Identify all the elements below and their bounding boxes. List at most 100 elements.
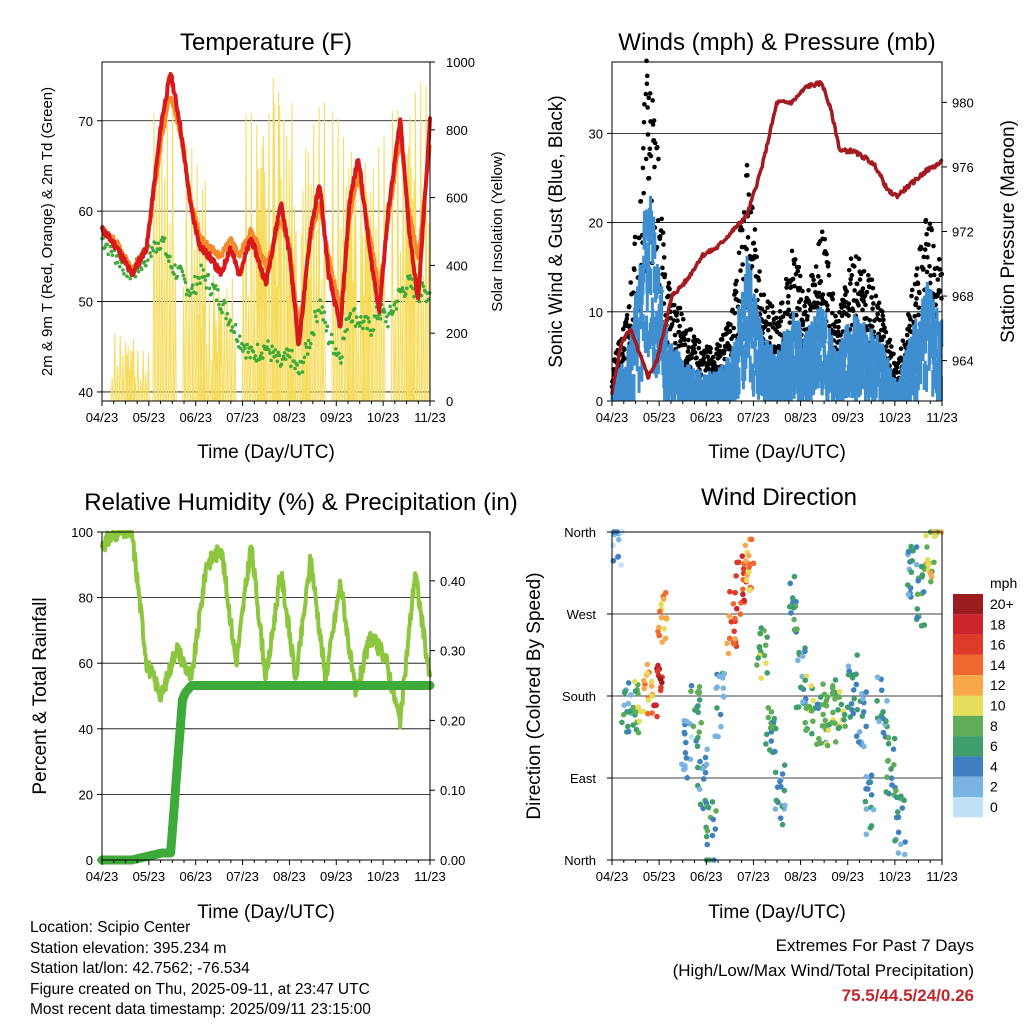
wind-direction-point	[894, 809, 901, 815]
wind-direction-point	[695, 734, 701, 741]
wind-direction-point	[683, 739, 689, 746]
dewpoint-point	[267, 348, 271, 352]
solar-insolation-spike	[199, 328, 203, 402]
wind-direction-point	[762, 642, 769, 649]
gust-point	[913, 301, 919, 306]
wind-direction-point	[913, 561, 920, 568]
wind-direction-point	[663, 615, 670, 621]
gust-point	[789, 248, 795, 254]
solar-insolation-spike	[351, 281, 355, 402]
temp-y2tick-label: 1000	[446, 55, 475, 70]
solar-insolation-spike	[262, 135, 265, 402]
wind-direction-point	[622, 688, 628, 695]
solar-insolation-spike	[422, 275, 425, 402]
dewpoint-point	[215, 298, 219, 302]
dewpoint-point	[168, 254, 172, 259]
gust-point	[792, 257, 798, 262]
temp-ytick-label: 70	[79, 114, 93, 129]
dir-ytick-label: South	[562, 689, 596, 704]
wind-direction-point	[635, 704, 642, 710]
temp-y2tick-label: 0	[446, 394, 453, 409]
precipitation-line	[97, 681, 435, 865]
wind-direction-point	[868, 792, 875, 798]
wind-direction-point	[790, 599, 796, 605]
wind-direction-point	[636, 718, 643, 724]
dewpoint-point	[386, 324, 390, 329]
gust-point	[811, 277, 816, 283]
wind-direction-point	[731, 640, 737, 647]
dewpoint-point	[301, 360, 306, 365]
gust-point	[800, 319, 806, 325]
dewpoint-point	[274, 353, 279, 358]
solar-insolation-spike	[205, 343, 209, 402]
gust-point	[820, 292, 826, 297]
gust-point	[824, 303, 830, 308]
dewpoint-point	[385, 314, 389, 319]
wind-direction-point	[832, 720, 838, 727]
station-latlon: Station lat/lon: 42.7562; -76.534	[30, 960, 250, 977]
dewpoint-point	[417, 299, 422, 304]
wind-direction-point	[744, 577, 750, 584]
wind-direction-point	[739, 553, 746, 559]
gust-point	[797, 285, 803, 291]
wind-direction-point	[654, 713, 660, 720]
winds-xtick-label: 11/23	[926, 410, 958, 425]
gust-point	[779, 300, 785, 306]
wind-direction-point	[732, 635, 738, 642]
wind-direction-point	[888, 775, 895, 782]
wind-direction-point	[883, 718, 889, 725]
gust-point	[644, 81, 650, 87]
dewpoint-point	[142, 259, 147, 264]
dewpoint-point	[235, 339, 240, 344]
wind-direction-point	[787, 580, 794, 587]
wind-direction-point	[795, 657, 801, 664]
gust-point	[645, 132, 651, 137]
gust-point	[915, 281, 921, 287]
wind-direction-point	[628, 692, 634, 698]
winds-xtick-label: 08/23	[784, 410, 817, 425]
wind-direction-point	[696, 786, 703, 792]
solar-insolation-spike	[136, 349, 140, 402]
wind-direction-point	[728, 618, 735, 625]
gust-point	[647, 146, 653, 152]
wind-direction-point	[694, 743, 701, 750]
dewpoint-point	[148, 251, 152, 255]
dewpoint-point	[375, 316, 380, 321]
gust-point	[871, 301, 876, 306]
dewpoint-point	[403, 292, 408, 296]
dir-ytick-label: West	[567, 607, 597, 622]
gust-point	[939, 296, 944, 301]
dewpoint-point	[333, 347, 338, 351]
winds-y2tick-label: 976	[952, 160, 974, 175]
dewpoint-point	[151, 248, 155, 253]
wind-direction-point	[802, 677, 809, 684]
gust-point	[666, 293, 671, 299]
wind-direction-point	[802, 719, 809, 726]
wind-direction-point	[876, 718, 882, 725]
gust-point	[832, 331, 837, 336]
wind-direction-point	[690, 723, 697, 730]
wind-direction-point	[619, 719, 625, 726]
dewpoint-point	[300, 370, 305, 374]
wind-direction-point	[740, 565, 747, 572]
gust-point	[756, 278, 762, 283]
gust-point	[798, 297, 804, 302]
gust-point	[830, 291, 836, 296]
wind-direction-point	[688, 688, 694, 695]
wind-direction-point	[724, 640, 730, 647]
dewpoint-point	[281, 354, 286, 359]
gust-point	[819, 229, 825, 235]
gust-point	[917, 290, 922, 296]
dewpoint-point	[181, 273, 186, 278]
gust-point	[894, 370, 900, 375]
wind-direction-point	[765, 704, 772, 711]
dewpoint-point	[207, 286, 212, 291]
dir-xtick-label: 07/23	[737, 869, 770, 884]
wind-direction-point	[727, 588, 733, 595]
dewpoint-point	[201, 268, 206, 272]
wind-direction-point	[748, 536, 755, 543]
dewpoint-point	[317, 308, 321, 313]
dewpoint-point	[268, 351, 272, 356]
dewpoint-point	[387, 311, 391, 316]
